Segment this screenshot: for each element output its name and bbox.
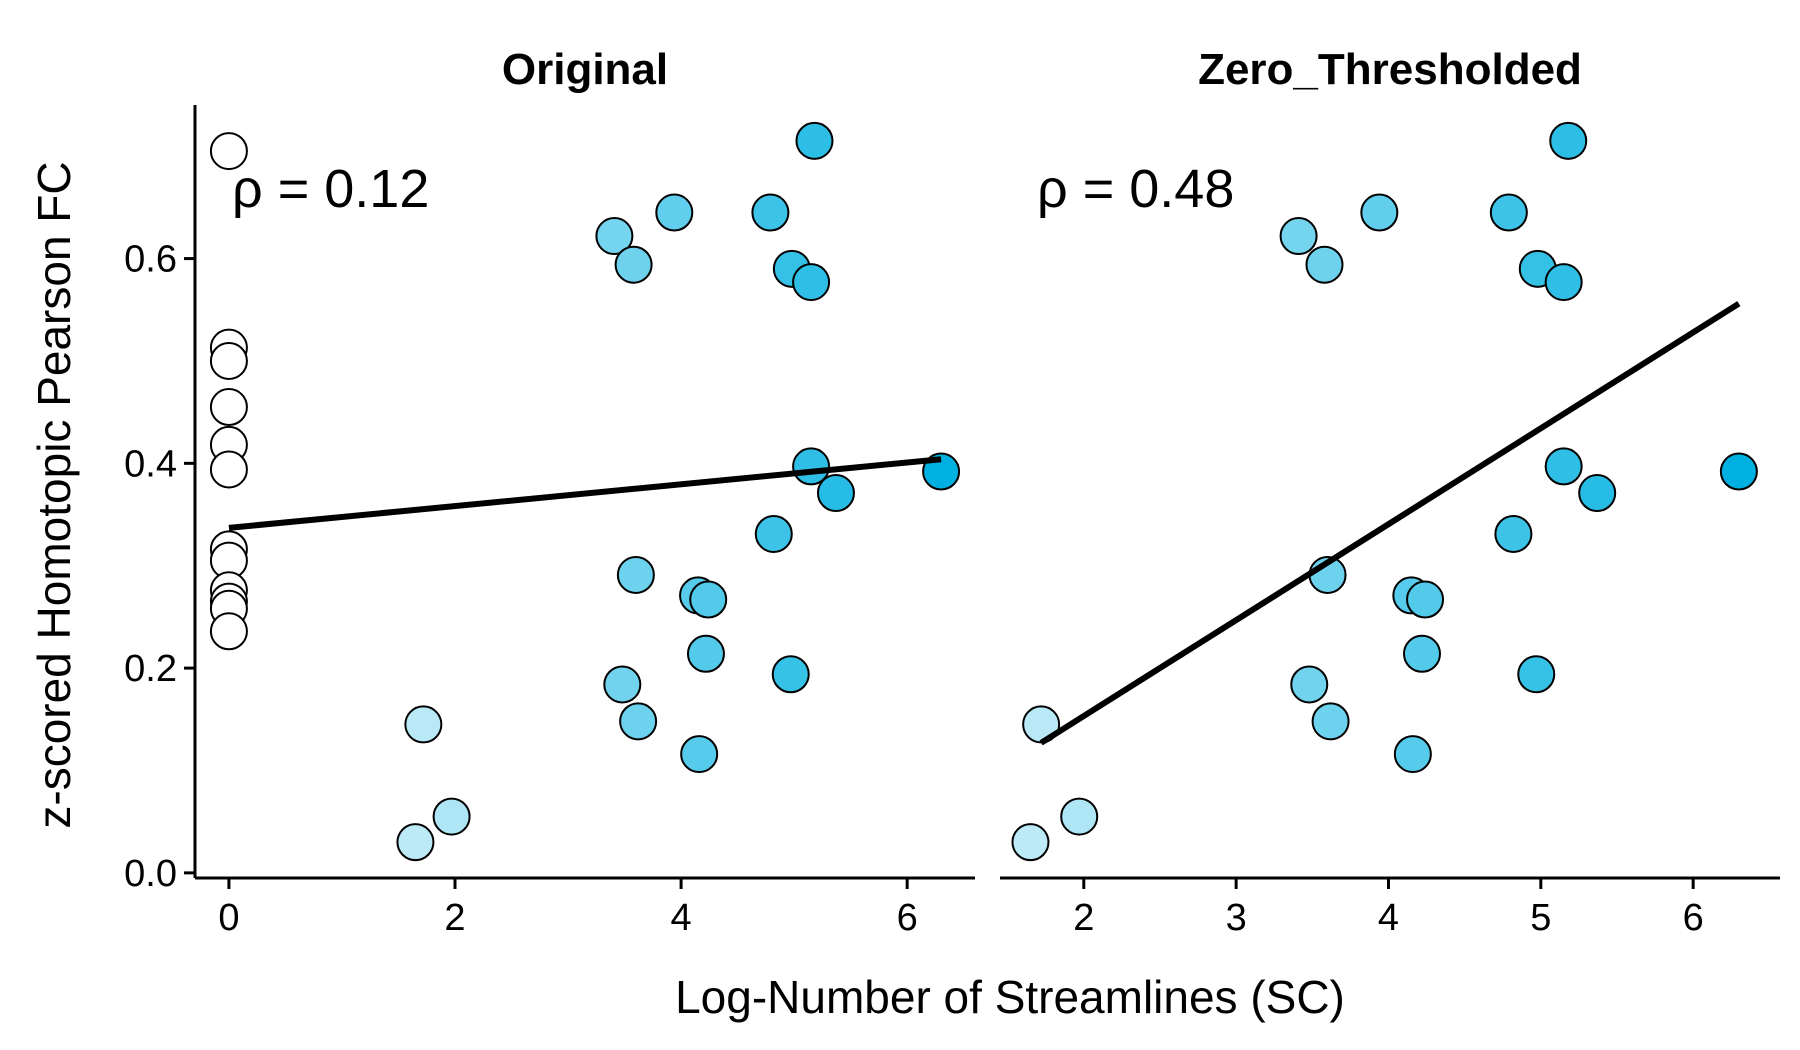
data-point bbox=[603, 665, 642, 704]
data-point bbox=[754, 514, 793, 553]
x-tick-label: 2 bbox=[444, 897, 465, 939]
data-point bbox=[209, 612, 248, 651]
data-point bbox=[1011, 823, 1050, 862]
data-point bbox=[771, 655, 810, 694]
data-point bbox=[1279, 217, 1318, 256]
data-point bbox=[680, 735, 719, 774]
data-point bbox=[209, 341, 248, 380]
data-point bbox=[614, 245, 653, 284]
data-point bbox=[616, 555, 655, 594]
panel-1: Original 0 2 4 6 0.0 0.2 0.4 0.6 ρ = 0.12 bbox=[124, 45, 975, 939]
data-point bbox=[404, 705, 443, 744]
data-point bbox=[1544, 447, 1583, 486]
data-point bbox=[1305, 245, 1344, 284]
data-point bbox=[1517, 655, 1556, 694]
x-tick-label: 6 bbox=[1683, 897, 1704, 939]
data-point bbox=[1060, 797, 1099, 836]
data-point bbox=[1494, 514, 1533, 553]
y-tick-label: 0.0 bbox=[124, 853, 177, 895]
x-tick-label: 6 bbox=[897, 897, 918, 939]
x-tick-label: 0 bbox=[218, 897, 239, 939]
panel-title: Zero_Thresholded bbox=[1198, 45, 1582, 94]
data-point bbox=[619, 702, 658, 741]
data-point bbox=[209, 450, 248, 489]
x-axis-title: Log-Number of Streamlines (SC) bbox=[675, 971, 1345, 1023]
data-point bbox=[1393, 735, 1432, 774]
y-axis-title: z-scored Homotopic Pearson FC bbox=[28, 161, 80, 828]
data-point bbox=[209, 132, 248, 171]
y-tick-label: 0.4 bbox=[124, 443, 177, 485]
data-point bbox=[595, 217, 634, 256]
data-point bbox=[655, 193, 694, 232]
y-tick-label: 0.2 bbox=[124, 648, 177, 690]
data-point bbox=[792, 263, 831, 302]
panel-2: Zero_Thresholded 2 3 4 5 6 ρ = 0.48 bbox=[1000, 45, 1780, 939]
data-point bbox=[816, 474, 855, 513]
x-tick-label: 2 bbox=[1073, 897, 1094, 939]
data-point bbox=[751, 193, 790, 232]
y-tick-label: 0.6 bbox=[124, 239, 177, 281]
data-point bbox=[1311, 702, 1350, 741]
data-point bbox=[1578, 474, 1617, 513]
x-tick-label: 4 bbox=[671, 897, 692, 939]
x-tick-label: 3 bbox=[1226, 897, 1247, 939]
data-point bbox=[209, 388, 248, 427]
x-tick-label: 4 bbox=[1378, 897, 1399, 939]
data-point bbox=[686, 634, 725, 673]
data-point bbox=[1489, 193, 1528, 232]
panel-title: Original bbox=[502, 45, 668, 94]
x-tick-label: 5 bbox=[1530, 897, 1551, 939]
rho-annotation: ρ = 0.48 bbox=[1037, 159, 1234, 219]
rho-annotation: ρ = 0.12 bbox=[232, 159, 429, 219]
regression-line bbox=[1039, 301, 1741, 746]
regression-line bbox=[228, 456, 942, 531]
data-point bbox=[396, 823, 435, 862]
data-point bbox=[795, 121, 834, 160]
data-point bbox=[1290, 665, 1329, 704]
data-point bbox=[1719, 452, 1758, 491]
data-point bbox=[1402, 634, 1441, 673]
data-point bbox=[1406, 580, 1445, 619]
data-point bbox=[689, 580, 728, 619]
data-point bbox=[1549, 121, 1588, 160]
data-point bbox=[1544, 263, 1583, 302]
data-point bbox=[432, 797, 471, 836]
data-point bbox=[1360, 193, 1399, 232]
